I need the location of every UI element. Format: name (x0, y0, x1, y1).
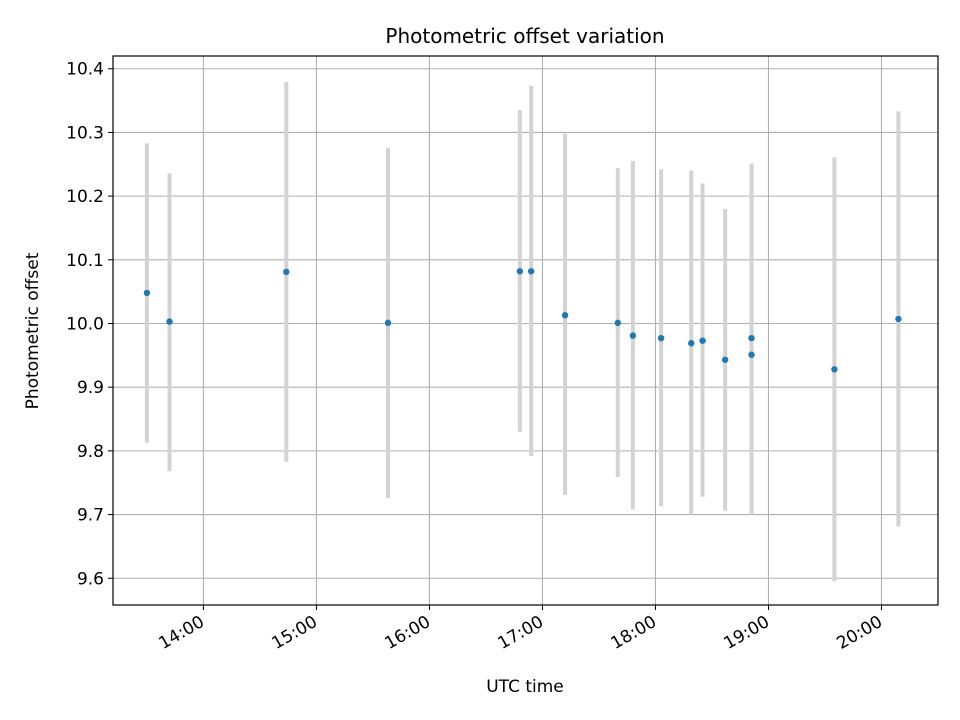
data-point (614, 319, 621, 327)
data-point (748, 334, 755, 342)
y-tick-label: 10.1 (66, 251, 104, 271)
y-axis-label: Photometric offset (23, 252, 43, 409)
y-tick-label: 10.0 (66, 314, 104, 334)
chart-title: Photometric offset variation (385, 24, 664, 48)
data-point (699, 337, 706, 344)
grid (113, 56, 938, 605)
y-axis: 9.6 9.7 9.8 9.9 10.0 10.1 10.2 10.3 10.4 (66, 60, 113, 589)
data-point (561, 312, 569, 319)
y-tick-label: 9.9 (77, 378, 104, 398)
y-tick-label: 10.3 (66, 123, 104, 143)
data-points (143, 268, 902, 373)
data-point (629, 332, 637, 339)
data-point (895, 315, 902, 323)
data-point (721, 356, 729, 363)
data-point (166, 318, 173, 325)
data-point (516, 268, 524, 275)
y-tick-label: 10.2 (66, 187, 104, 207)
data-point (143, 289, 151, 297)
data-point (384, 319, 392, 327)
plot-frame (112, 55, 939, 606)
y-tick-label: 10.4 (66, 60, 104, 80)
data-point (527, 268, 535, 275)
y-tick-label: 9.7 (77, 506, 104, 526)
y-tick-label: 9.8 (77, 442, 104, 462)
data-point (831, 366, 838, 373)
data-point (283, 268, 290, 276)
data-point (657, 334, 665, 342)
data-point (688, 340, 695, 347)
y-tick-label: 9.6 (77, 569, 104, 589)
data-point (748, 351, 755, 358)
x-axis-label: UTC time (486, 677, 564, 697)
